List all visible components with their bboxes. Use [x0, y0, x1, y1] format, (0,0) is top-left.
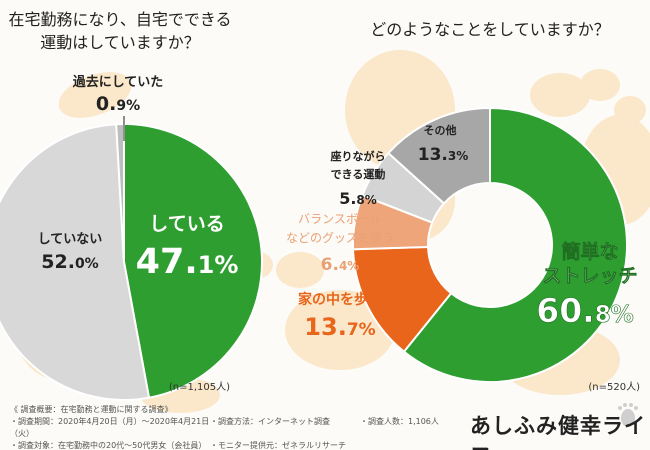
label-balance-value-int: 6.: [321, 255, 339, 275]
label-sitting-text2: できる運動: [331, 167, 386, 181]
svg-text:6.4%: 6.4%: [321, 255, 360, 275]
slice-other: [386, 106, 491, 205]
label-other-value-int: 13.: [418, 145, 448, 165]
left-title: 在宅勤務になり、自宅でできる 運動はしていますか？: [8, 10, 231, 52]
label-walk: 家の中を歩く 13.7%: [298, 291, 382, 341]
label-sitting-text1: 座りながら: [330, 149, 386, 163]
label-sitting: 座りながら できる運動 5.8%: [330, 149, 386, 208]
label-stretch-value-dec: 8%: [595, 302, 634, 328]
label-walk-value-int: 13.: [304, 313, 347, 341]
footer-heading: 《 調査概要：在宅勤務と運動に関する調査》: [10, 405, 173, 414]
label-past-text: 過去にしていた: [72, 74, 164, 90]
label-walk-value-dec: 7%: [347, 320, 376, 340]
label-doing-value-int: 47.: [136, 242, 198, 282]
svg-text:0.9%: 0.9%: [96, 93, 140, 115]
label-walk-text: 家の中を歩く: [298, 291, 382, 308]
label-stretch-text2: ストレッチ: [542, 265, 637, 287]
label-balance-value-dec: 4%: [339, 259, 359, 273]
label-not-doing-value-int: 52.: [41, 251, 75, 273]
right-n-label: (n=520人): [588, 381, 640, 393]
svg-text:47.1%: 47.1%: [136, 242, 239, 282]
label-balance: バランスボール などのグッズを使う 6.4%: [286, 212, 394, 275]
label-stretch-value-int: 60.: [536, 291, 594, 330]
label-sitting-value-int: 5.: [339, 189, 356, 208]
brand-footprint-icon: [618, 403, 638, 427]
svg-text:13.3%: 13.3%: [418, 145, 469, 165]
slice-stretch: [402, 106, 628, 383]
left-n-label: (n=1,105人): [169, 381, 230, 393]
label-past-value-dec: 9%: [116, 98, 140, 114]
label-doing-text: している: [149, 213, 224, 235]
label-not-doing-value-dec: 0%: [75, 256, 99, 272]
label-doing-value-dec: 1%: [198, 251, 239, 279]
svg-text:13.7%: 13.7%: [304, 313, 375, 341]
footer-target: ・調査対象：在宅勤務中の20代～50代男女（会社員）: [10, 441, 207, 450]
svg-text:52.0%: 52.0%: [41, 251, 98, 273]
survey-footer: 《 調査概要：在宅勤務と運動に関する調査》 ・調査期間：2020年4月20日（月…: [10, 404, 470, 450]
label-stretch: 簡単な ストレッチ 60.8%: [536, 240, 638, 331]
label-sitting-value-dec: 8%: [356, 193, 376, 207]
left-title-line1: 在宅勤務になり、自宅でできる: [8, 10, 231, 29]
label-other-text: その他: [424, 123, 457, 137]
footer-period: ・調査期間：2020年4月20日（月）～2020年4月21日（火）: [10, 417, 210, 438]
label-balance-text1: バランスボール: [298, 212, 382, 226]
slice-doing: [123, 122, 263, 399]
footer-count: ・調査人数：1,106人: [360, 417, 439, 426]
label-stretch-text1: 簡単な: [561, 240, 618, 263]
label-other: その他 13.3%: [418, 123, 469, 165]
label-balance-text2: などのグッズを使う: [286, 230, 394, 245]
slice-not-doing: [0, 123, 151, 401]
left-title-line2: 運動はしていますか？: [40, 33, 200, 52]
label-past: 過去にしていた 0.9%: [72, 74, 164, 115]
label-other-value-dec: 3%: [448, 149, 468, 163]
label-doing: している 47.1%: [136, 213, 239, 282]
label-past-value-int: 0.: [96, 93, 116, 115]
svg-text:5.8%: 5.8%: [339, 189, 377, 208]
footer-provider: ・モニター提供元：ゼネラルリサーチ: [210, 441, 346, 450]
right-donut: [352, 106, 628, 383]
label-not-doing-text: していない: [38, 232, 103, 247]
right-title: どのようなことをしていますか？: [370, 20, 610, 39]
svg-text:60.8%: 60.8%: [536, 291, 634, 330]
label-not-doing: していない 52.0%: [38, 232, 103, 273]
left-pie: [0, 122, 263, 401]
footer-method: ・調査方法：インターネット調査: [210, 417, 330, 426]
brand-logo: あしふみ健幸ライフ: [470, 414, 646, 450]
